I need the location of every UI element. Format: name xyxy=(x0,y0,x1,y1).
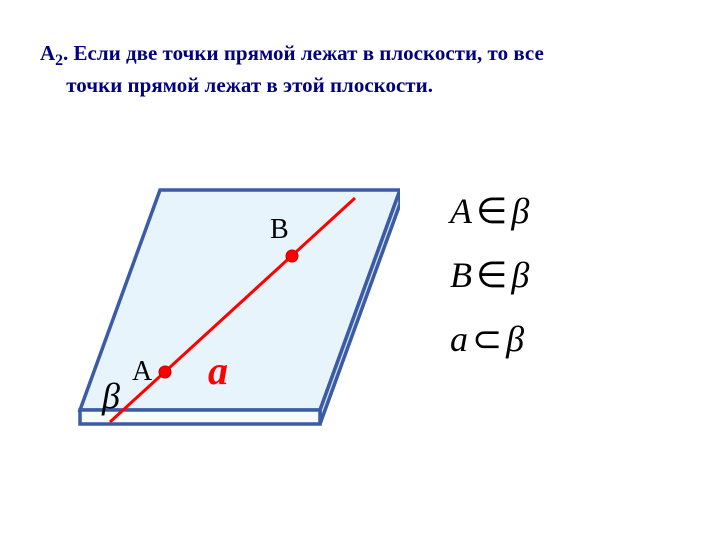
subset-of-icon: ⊂ xyxy=(468,319,506,359)
plane-top-face xyxy=(80,190,400,410)
axiom-number-suffix: . xyxy=(63,41,74,65)
formula-2: B∈β xyxy=(450,254,529,318)
diagram-svg: А В a β xyxy=(60,160,400,440)
formula-1-lhs: A xyxy=(450,191,472,231)
axiom-title: А2. Если две точки прямой лежат в плоско… xyxy=(40,40,680,99)
point-b xyxy=(286,250,298,262)
formula-1: A∈β xyxy=(450,190,529,254)
formula-3-rhs: β xyxy=(506,319,524,359)
axiom-text-line1: Если две точки прямой лежат в плоскости,… xyxy=(74,41,544,65)
plane-beta-label: β xyxy=(101,376,120,416)
axiom-text-line2: точки прямой лежат в этой плоскости. xyxy=(66,73,433,97)
formula-1-rhs: β xyxy=(511,191,529,231)
formula-2-lhs: B xyxy=(450,255,472,295)
formula-2-rhs: β xyxy=(511,255,529,295)
line-a-label: a xyxy=(208,348,228,393)
point-a xyxy=(159,366,171,378)
point-b-label: В xyxy=(270,214,289,245)
point-a-label: А xyxy=(132,356,153,387)
element-of-icon: ∈ xyxy=(472,255,511,295)
formula-3: a⊂β xyxy=(450,318,529,382)
geometry-diagram: А В a β xyxy=(60,160,400,440)
element-of-icon: ∈ xyxy=(472,191,511,231)
formula-block: A∈β B∈β a⊂β xyxy=(450,190,529,382)
axiom-number-subscript: 2 xyxy=(55,52,63,69)
formula-3-lhs: a xyxy=(450,319,468,359)
axiom-number-prefix: А xyxy=(40,41,55,65)
